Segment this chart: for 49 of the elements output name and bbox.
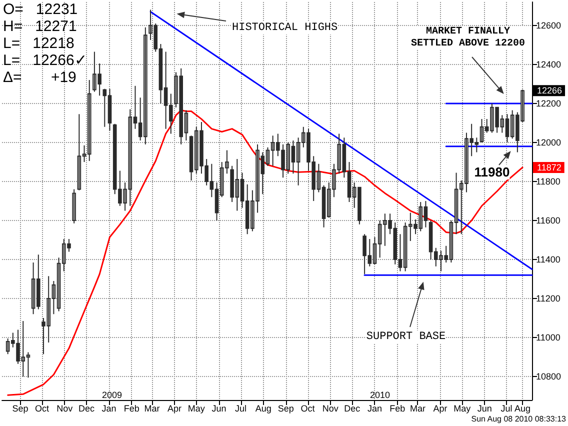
annotation: HISTORICAL HIGHS [232,22,338,34]
annotation: MARKET FINALLY SETTLED ABOVE 12200 [410,26,526,50]
x-tick-label: Nov [322,404,339,414]
x-tick-label: Oct [35,404,50,414]
x-tick-label: Dec [344,404,361,414]
annotation: 12266 [537,86,562,96]
x-tick-label: Jun [477,404,492,414]
y-tick-label: 12400 [536,59,562,70]
x-tick-label: Feb [124,404,140,414]
x-tick-label: Mar [410,404,426,414]
annotation: L= 12218 [3,35,74,52]
x-tick-label: May [188,404,206,414]
y-tick-label: 11600 [536,216,560,226]
x-tick-label: Aug [514,404,531,414]
annotation: 11872 [537,162,562,172]
annotation: SUPPORT BASE [366,331,446,343]
x-tick-label: Apr [168,404,182,414]
annotation: L= 12266✓ [3,52,88,69]
x-tick-label: Feb [390,404,406,414]
annotation: Δ= +19 [3,69,76,86]
y-tick-label: 11400 [536,254,560,265]
x-tick-label: Nov [56,404,74,414]
x-tick-label: Dec [78,404,95,414]
y-tick-label: 12200 [536,98,562,108]
x-tick-label: Sep [12,404,28,414]
y-tick-label: 12600 [536,20,562,30]
annotation: H= 12271 [3,18,77,35]
annotation: O= 12231 [3,1,78,18]
y-tick-label: 11000 [536,332,560,343]
candlestick [72,188,76,224]
x-tick-label: Jan [102,404,116,414]
text: Sun Aug 08 2010 08:33:13 [471,414,567,424]
y-tick-label: 11800 [536,176,560,186]
annotation: 11980 [474,164,510,180]
y-tick-label: 11200 [536,294,560,304]
x-tick-label: Apr [433,404,448,414]
x-tick-label: Jul [235,404,247,414]
x-tick-label: Sep [278,404,294,414]
x-tick-label: Jan [367,404,382,414]
annotation: 2009 [102,390,122,400]
y-tick-label: 10800 [536,372,562,382]
x-tick-label: Jun [212,404,226,414]
x-tick-label: Jul [500,404,512,414]
x-tick-label: May [454,404,472,414]
x-tick-label: Oct [300,404,316,414]
y-tick-label: 12000 [536,137,562,148]
annotation: 2010 [370,390,390,400]
x-tick-label: Mar [144,404,160,414]
x-tick-label: Aug [255,404,272,414]
